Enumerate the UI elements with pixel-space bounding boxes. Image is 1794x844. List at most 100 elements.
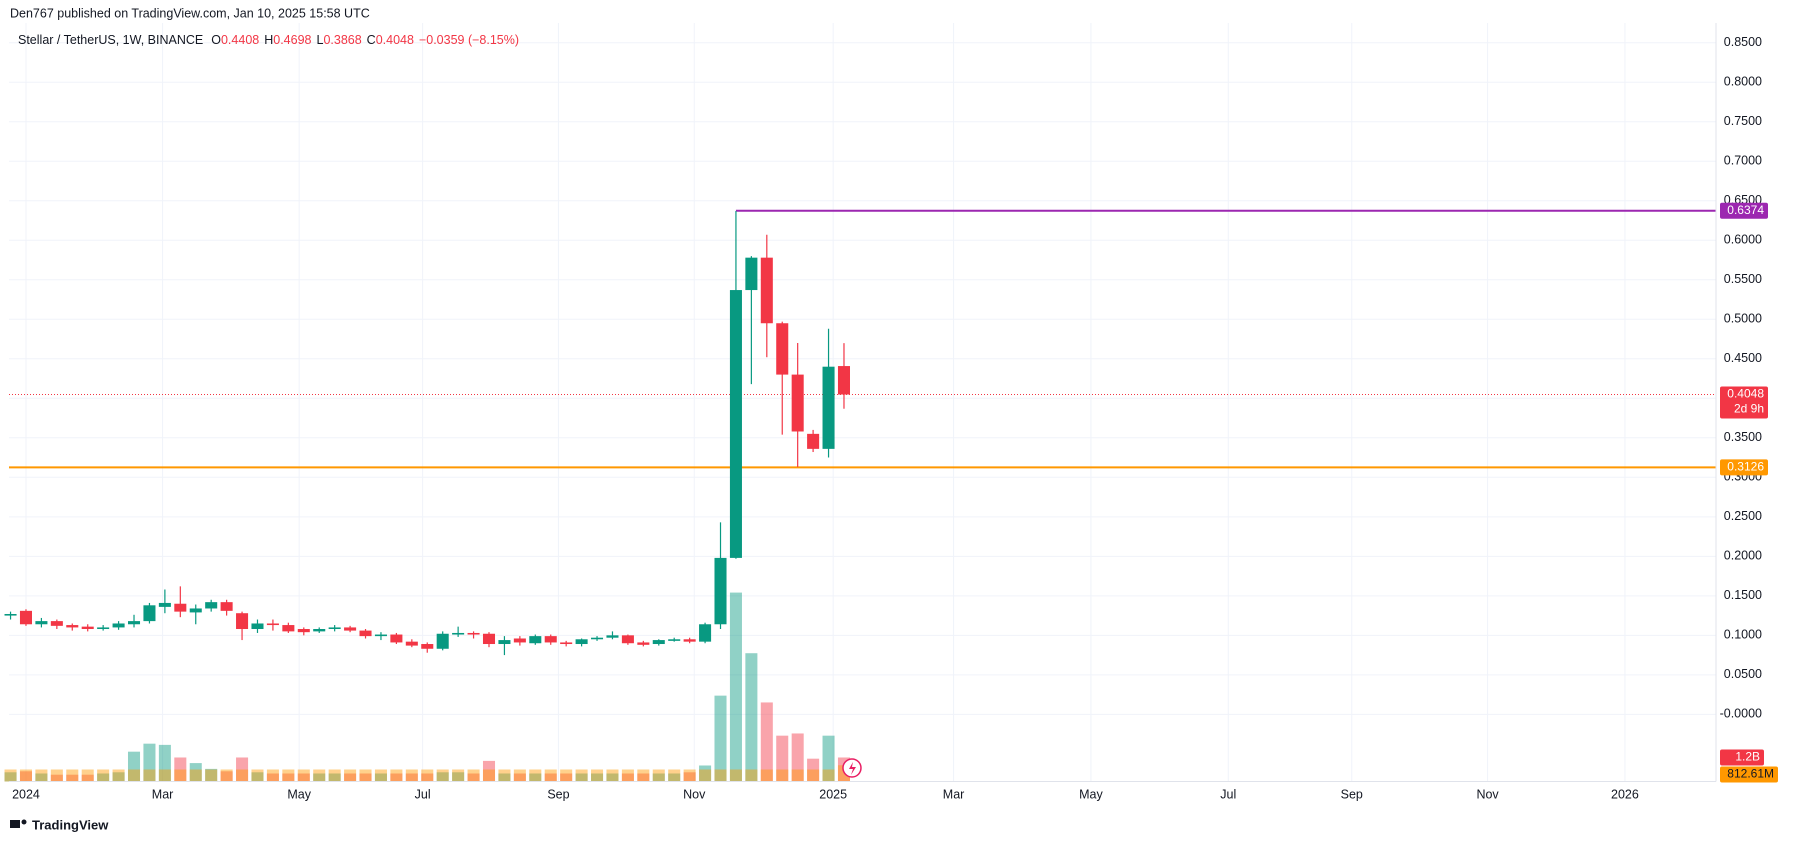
brand: TradingView: [32, 817, 109, 832]
candle-body: [344, 627, 357, 631]
logo-dot: [21, 819, 27, 825]
volume-ma-bar: [714, 769, 727, 782]
volume-bar: [729, 592, 742, 782]
candle-body: [158, 602, 171, 607]
y-tick-label: 0.7000: [1724, 154, 1762, 168]
volume-ma-bar: [143, 769, 156, 782]
volume-ma-bar: [791, 769, 804, 782]
candle-body: [421, 644, 434, 649]
volume-ma-bar: [297, 769, 310, 782]
volume-ma-bar: [652, 769, 665, 782]
volume-ma-tag: 812.61M: [1720, 766, 1778, 783]
candle-body: [328, 627, 341, 630]
volume-ma-bar: [81, 769, 94, 782]
countdown: 2d 9h: [1734, 402, 1764, 416]
candle-body: [529, 636, 542, 644]
candle-body: [390, 634, 403, 643]
volume-bar: [791, 733, 804, 782]
volume-ma-bar: [776, 769, 789, 782]
volume-bar: [544, 773, 557, 782]
candle-body: [112, 623, 125, 628]
volume-bar: [158, 744, 171, 782]
volume-bar: [313, 773, 326, 782]
volume-bar: [822, 735, 835, 782]
candle-body: [220, 602, 233, 611]
y-tick-label: 0.1000: [1724, 628, 1762, 642]
volume-ma-bar: [529, 769, 542, 782]
volume-bar: [236, 757, 249, 782]
volume-bar: [807, 758, 820, 782]
volume-ma-bar: [266, 769, 279, 782]
candle-body: [35, 621, 48, 625]
volume-ma-bar: [436, 769, 449, 782]
volume-ma-bar: [374, 769, 387, 782]
y-tick-label: -0.0000: [1720, 707, 1762, 721]
volume-ma-bar: [822, 769, 835, 782]
volume-bar: [421, 773, 434, 782]
volume-ma-bar: [467, 769, 480, 782]
candle-body: [482, 633, 496, 645]
legend-item: −0.0359 (−8.15%): [419, 33, 519, 47]
volume-bar: [513, 773, 526, 782]
volume-ma-bar: [668, 769, 681, 782]
volume-ma-bar: [66, 769, 79, 782]
volume-bar: [359, 773, 372, 782]
volume-ma-bar: [699, 769, 712, 782]
y-tick-label: 0.6000: [1724, 233, 1762, 247]
candle-body: [374, 634, 387, 637]
volume-ma-bar: [158, 769, 171, 782]
volume-ma-bar: [189, 769, 202, 782]
volume-bar: [174, 757, 187, 782]
candle-body: [807, 433, 820, 449]
volume-ma-bar: [637, 769, 650, 782]
volume-ma-bar: [560, 769, 573, 782]
volume-bar: [81, 774, 94, 782]
candle-body: [837, 366, 850, 395]
volume-bar: [776, 735, 789, 782]
candle-body: [683, 639, 696, 642]
candle-body: [50, 621, 63, 626]
logo-mark: [10, 820, 20, 828]
x-tick-label: Nov: [683, 787, 706, 801]
volume-bar: [637, 773, 650, 782]
x-tick-label: Jul: [415, 787, 431, 801]
volume-ma-tag-box: [1720, 766, 1778, 783]
candle-body: [760, 257, 773, 324]
level-tag-box: [1720, 202, 1768, 219]
volume-bar: [205, 768, 218, 782]
legend-item: L: [316, 33, 323, 47]
candle-body: [452, 632, 465, 635]
volume-bar: [127, 751, 141, 782]
y-tick-label: 0.2000: [1724, 549, 1762, 563]
volume-ma-bar: [729, 769, 742, 782]
volume-ma-bar: [606, 769, 619, 782]
candle-body: [560, 642, 573, 645]
volume-bar: [482, 760, 496, 782]
volume-bar: [606, 773, 619, 782]
volume-bar: [112, 772, 125, 782]
candle-body: [266, 623, 279, 626]
x-tick-label: Sep: [547, 787, 569, 801]
x-tick-label: 2026: [1611, 787, 1639, 801]
volume-ma-bar: [575, 769, 588, 782]
volume-ma-tag-label: 812.61M: [1727, 767, 1774, 781]
volume-ma-bar: [359, 769, 372, 782]
candle-body: [668, 639, 681, 641]
volume-ma-bar: [19, 769, 32, 782]
candle-body: [714, 557, 727, 625]
x-tick-label: Mar: [152, 787, 174, 801]
volume-bar: [19, 771, 32, 782]
volume-bar: [405, 773, 418, 782]
y-tick-label: 0.4500: [1724, 351, 1762, 365]
candle-body: [791, 374, 804, 432]
candle-body: [81, 626, 94, 630]
volume-bar: [529, 773, 542, 782]
volume-bar: [621, 773, 634, 782]
volume-ma-bar: [621, 769, 634, 782]
volume-ma-bar: [220, 769, 233, 782]
volume-ma-bar: [807, 769, 820, 782]
candle-body: [699, 624, 712, 642]
volume-ma-bar: [97, 769, 110, 782]
